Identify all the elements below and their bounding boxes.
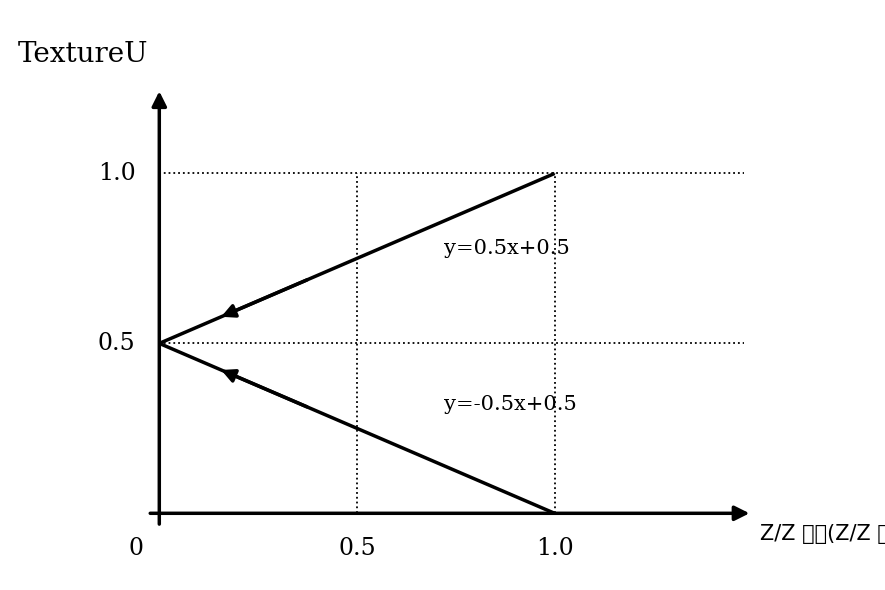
Text: y=0.5x+0.5: y=0.5x+0.5	[444, 239, 570, 258]
Text: Z/Z 最大(Z/Z 最小): Z/Z 最大(Z/Z 最小)	[760, 524, 885, 544]
Text: TextureU: TextureU	[18, 41, 148, 68]
Text: 0.5: 0.5	[338, 537, 376, 560]
Text: y=-0.5x+0.5: y=-0.5x+0.5	[444, 395, 577, 414]
Text: 1.0: 1.0	[535, 537, 573, 560]
Text: 1.0: 1.0	[98, 162, 135, 185]
Text: 0.5: 0.5	[98, 332, 135, 355]
Text: 0: 0	[128, 537, 143, 560]
